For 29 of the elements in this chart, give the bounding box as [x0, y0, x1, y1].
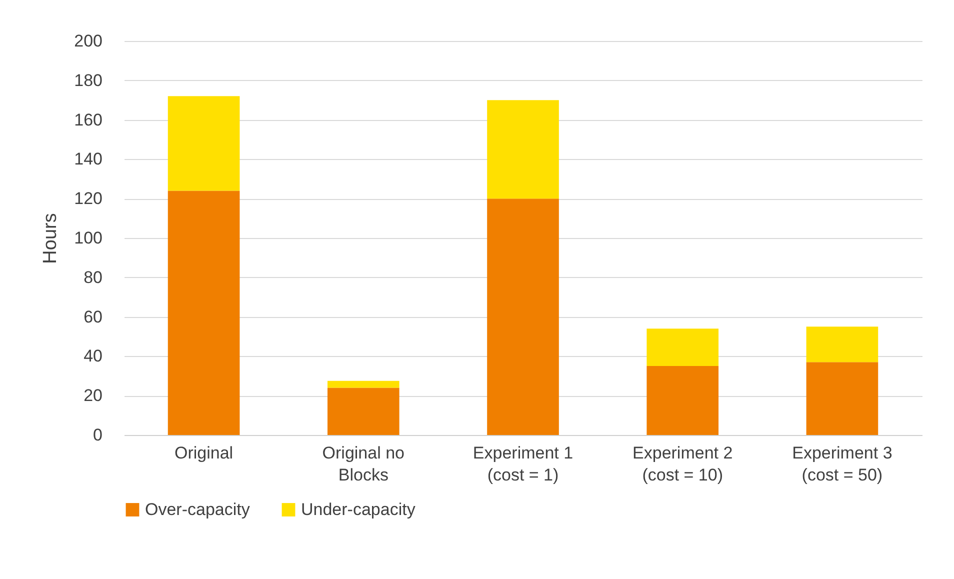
legend-label: Over-capacity [145, 500, 250, 519]
y-tick-label: 60 [84, 307, 102, 326]
bar [327, 380, 400, 388]
bar [327, 388, 400, 435]
y-tick-label: 120 [74, 189, 102, 208]
y-tick-label: 180 [74, 70, 102, 90]
y-tick-label: 200 [74, 32, 102, 50]
bar [806, 362, 878, 435]
bar [168, 96, 240, 191]
y-tick-label: 80 [84, 268, 102, 287]
bar [168, 190, 240, 435]
y-tick-label: 140 [74, 150, 102, 169]
x-tick-label: Original [174, 444, 234, 462]
y-tick-label: 40 [84, 346, 102, 366]
x-tick-label: Experiment 3 (cost = 50) [792, 444, 892, 484]
bar [646, 366, 719, 435]
bar [487, 100, 559, 199]
y-tick-label: 100 [74, 228, 102, 248]
x-tick-label: Experiment 2 (cost = 10) [632, 444, 733, 484]
x-tick-label: Experiment 1 (cost = 1) [472, 444, 574, 484]
bar [806, 326, 878, 362]
y-axis-title: Hours [40, 213, 62, 264]
y-tick-label: 0 [93, 426, 102, 444]
x-tick-label: Original no Blocks [322, 444, 405, 484]
y-tick-label: 20 [84, 386, 102, 406]
bar [646, 328, 719, 366]
legend-label: Under-capacity [301, 500, 416, 519]
bar [487, 198, 559, 435]
y-tick-label: 160 [74, 110, 102, 130]
